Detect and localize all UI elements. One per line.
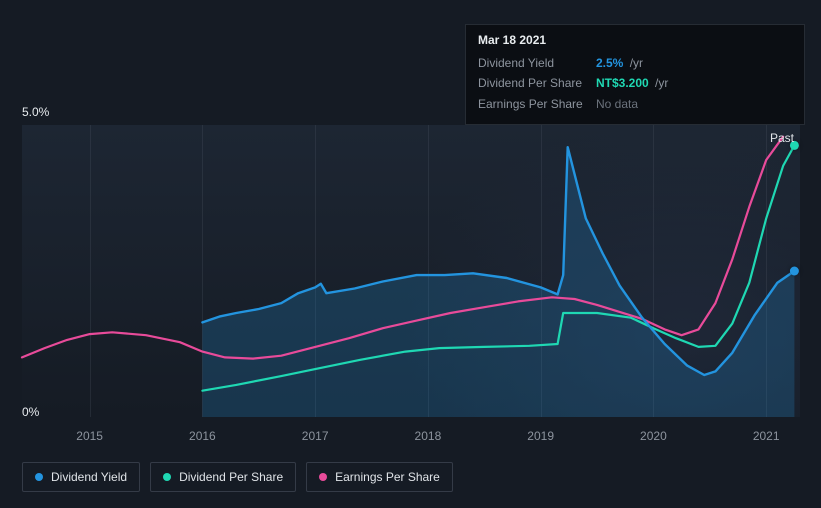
- legend-dot-icon: [163, 473, 171, 481]
- y-axis-max-label: 5.0%: [22, 105, 49, 119]
- x-tick-label: 2016: [189, 429, 216, 443]
- x-tick-label: 2017: [302, 429, 329, 443]
- tooltip-date: Mar 18 2021: [478, 33, 792, 47]
- x-axis: 2015 2016 2017 2018 2019 2020 2021: [22, 429, 800, 449]
- legend-label: Dividend Yield: [51, 470, 127, 484]
- legend: Dividend Yield Dividend Per Share Earnings…: [22, 462, 453, 492]
- past-label: Past: [770, 131, 794, 145]
- legend-item[interactable]: Dividend Yield: [22, 462, 140, 492]
- tooltip-row-value: NT$3.200 /yr: [596, 73, 668, 93]
- x-tick-label: 2019: [527, 429, 554, 443]
- tooltip-row-label: Dividend Yield: [478, 53, 596, 73]
- tooltip-row-value: 2.5% /yr: [596, 53, 643, 73]
- legend-item[interactable]: Earnings Per Share: [306, 462, 453, 492]
- legend-item[interactable]: Dividend Per Share: [150, 462, 296, 492]
- x-tick-label: 2021: [753, 429, 780, 443]
- tooltip-row: Dividend Yield2.5% /yr: [478, 53, 792, 73]
- chart-svg: [22, 125, 800, 417]
- x-tick-label: 2018: [415, 429, 442, 443]
- legend-dot-icon: [35, 473, 43, 481]
- tooltip-row-label: Dividend Per Share: [478, 73, 596, 93]
- legend-label: Earnings Per Share: [335, 470, 440, 484]
- tooltip-row-unit: /yr: [652, 76, 669, 90]
- legend-label: Dividend Per Share: [179, 470, 283, 484]
- tooltip-row-unit: /yr: [626, 56, 643, 70]
- dividend-yield-end-marker: [790, 267, 799, 276]
- dividend-yield-area: [202, 147, 794, 417]
- y-axis-min-label: 0%: [22, 405, 39, 419]
- x-tick-label: 2015: [76, 429, 103, 443]
- x-tick-label: 2020: [640, 429, 667, 443]
- legend-dot-icon: [319, 473, 327, 481]
- tooltip-row: Dividend Per ShareNT$3.200 /yr: [478, 73, 792, 93]
- chart-area[interactable]: 5.0% Past 0% 201520162017201820192020202…: [22, 105, 800, 425]
